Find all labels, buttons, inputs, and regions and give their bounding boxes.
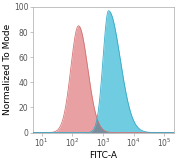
X-axis label: FITC-A: FITC-A	[89, 150, 117, 160]
Y-axis label: Normalized To Mode: Normalized To Mode	[4, 24, 12, 115]
